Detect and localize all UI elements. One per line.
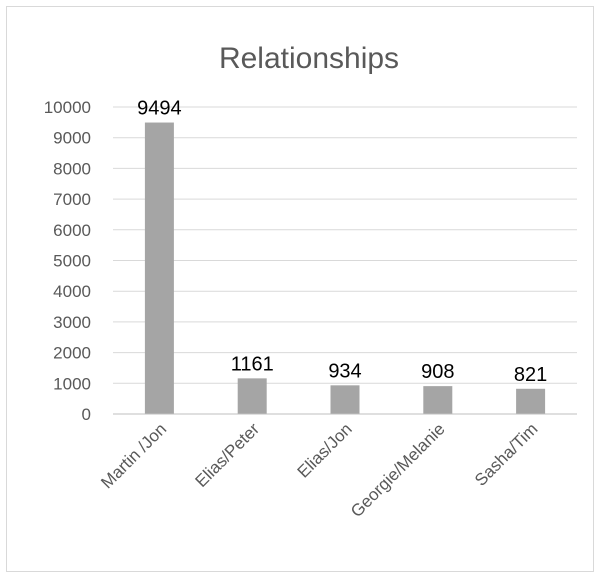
bar bbox=[330, 385, 360, 414]
bar bbox=[423, 386, 453, 414]
chart-area: Relationships 0 1000 2000 3000 4000 5000 6000 7… bbox=[6, 6, 594, 572]
x-category-label: Martin /Jon bbox=[97, 419, 170, 492]
data-label: 9494 bbox=[137, 98, 182, 120]
bar bbox=[516, 388, 546, 414]
x-category-label: Sasha/Tim bbox=[471, 419, 541, 489]
gridlines bbox=[113, 106, 577, 384]
y-tick-label: 5000 bbox=[53, 252, 91, 271]
data-label: 908 bbox=[421, 361, 454, 383]
x-category-label: Elias/Jon bbox=[294, 419, 356, 481]
chart-title: Relationships bbox=[219, 42, 399, 75]
x-category-label: Elias/Peter bbox=[191, 419, 263, 491]
data-label: 821 bbox=[514, 364, 547, 386]
y-tick-label: 3000 bbox=[53, 313, 91, 332]
y-tick-label: 8000 bbox=[53, 159, 91, 178]
data-label: 1161 bbox=[231, 353, 274, 375]
bar-chart: Relationships 0 1000 2000 3000 4000 5000 6000 7… bbox=[44, 42, 577, 521]
y-tick-label: 0 bbox=[82, 405, 91, 424]
y-tick-label: 4000 bbox=[53, 282, 91, 301]
y-tick-label: 7000 bbox=[53, 190, 91, 209]
y-tick-label: 10000 bbox=[44, 98, 91, 117]
y-axis-ticks: 0 1000 2000 3000 4000 5000 6000 7000 8000 9000 100… bbox=[44, 98, 91, 424]
bar bbox=[144, 122, 174, 414]
y-tick-label: 6000 bbox=[53, 221, 91, 240]
data-label: 934 bbox=[328, 360, 361, 382]
data-labels: 9494 1161 934 908 821 bbox=[137, 98, 547, 386]
x-category-label: Georgie/Melanie bbox=[347, 419, 449, 521]
y-tick-label: 1000 bbox=[53, 374, 91, 393]
x-axis-categories: Martin /Jon Elias/Peter Elias/JonGeorgie/M… bbox=[97, 419, 541, 521]
bar bbox=[237, 378, 267, 414]
bars bbox=[144, 122, 546, 414]
y-tick-label: 9000 bbox=[53, 129, 91, 148]
y-tick-label: 2000 bbox=[53, 344, 91, 363]
